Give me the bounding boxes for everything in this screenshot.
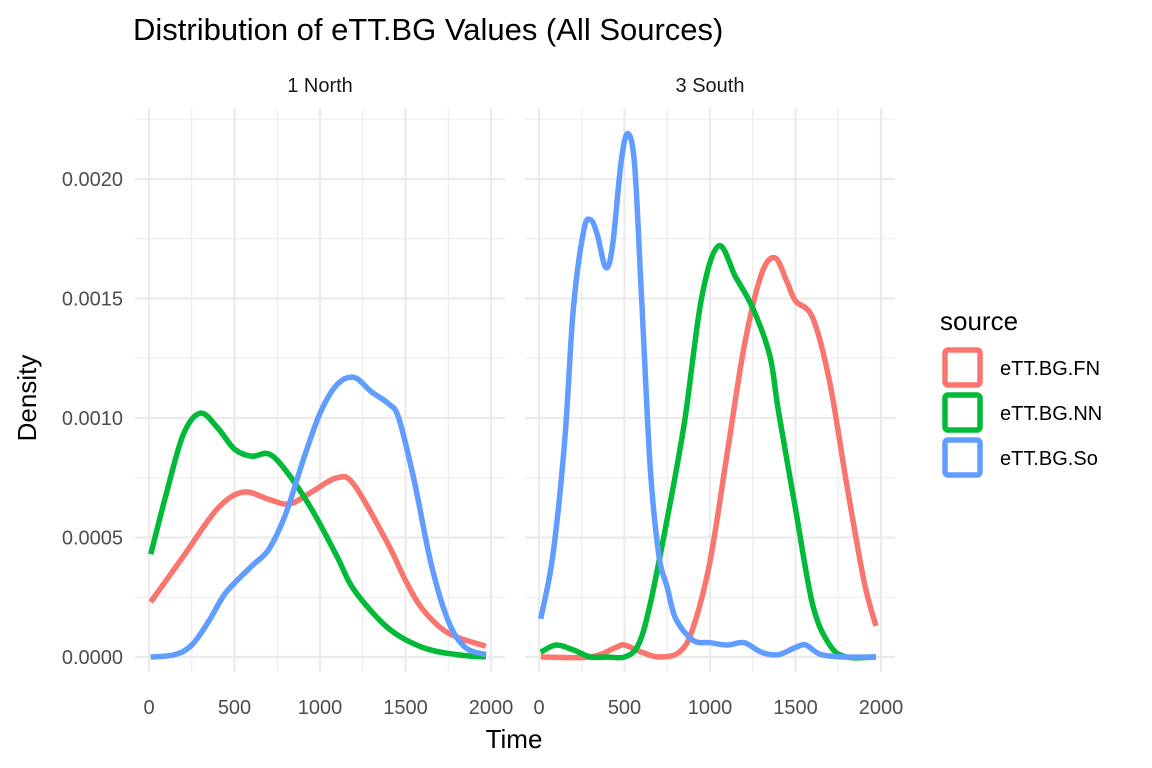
panel-strip-label: 3 South — [676, 75, 745, 97]
legend: source eTT.BG.FN eTT.BG.NN eTT.BG.So — [940, 306, 1102, 478]
panel-2: 3 South 0 500 1000 1500 2000 — [525, 75, 903, 719]
density-line-ett-bg-so — [150, 374, 487, 660]
legend-label: eTT.BG.FN — [1000, 358, 1100, 380]
density-line-ett-bg-fn — [148, 473, 487, 649]
panels: 1 North 0 500 1000 1500 2000 0.0000 0.0005 0.001… — [62, 75, 903, 719]
x-tick-label: 1000 — [688, 697, 733, 719]
x-tick-label: 500 — [608, 697, 641, 719]
y-tick-label: 0.0020 — [62, 169, 123, 191]
panel-strip-label: 1 North — [287, 75, 353, 97]
x-axis-title: Time — [486, 724, 543, 754]
density-line-ett-bg-so — [537, 130, 876, 660]
chart-title: Distribution of eTT.BG Values (All Sourc… — [133, 12, 723, 47]
y-axis-title: Density — [12, 355, 42, 442]
legend-key-ett-bg-fn — [942, 347, 983, 388]
y-tick-label: 0.0005 — [62, 528, 123, 550]
legend-label: eTT.BG.So — [1000, 448, 1098, 470]
density-line-ett-bg-nn — [539, 243, 876, 661]
x-tick-label: 2000 — [859, 697, 904, 719]
legend-title: source — [940, 306, 1018, 336]
legend-key-ett-bg-nn — [942, 392, 983, 433]
legend-label: eTT.BG.NN — [1000, 403, 1102, 425]
x-tick-label: 1500 — [773, 697, 818, 719]
x-tick-label: 2000 — [469, 697, 514, 719]
x-tick-label: 500 — [218, 697, 251, 719]
density-line-ett-bg-nn — [148, 410, 487, 660]
y-tick-label: 0.0000 — [62, 647, 123, 669]
x-tick-label: 1000 — [298, 697, 343, 719]
x-tick-label: 0 — [533, 697, 544, 719]
x-tick-label: 1500 — [383, 697, 428, 719]
y-tick-label: 0.0015 — [62, 289, 123, 311]
legend-key-ett-bg-so — [942, 437, 983, 478]
y-tick-label: 0.0010 — [62, 408, 123, 430]
density-line-ett-bg-fn — [540, 254, 879, 661]
panel-1: 1 North 0 500 1000 1500 2000 0.0000 0.0005 0.001… — [62, 75, 513, 719]
x-tick-label: 0 — [143, 697, 154, 719]
